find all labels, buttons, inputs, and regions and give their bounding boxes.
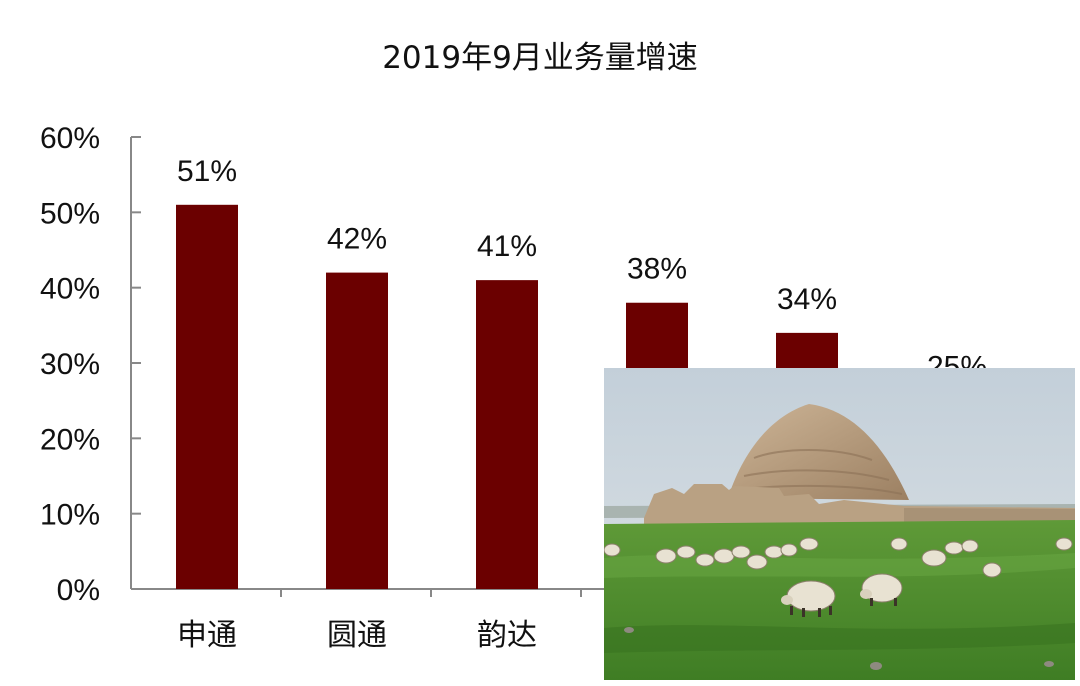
bar — [326, 272, 388, 589]
landscape-photo — [604, 368, 1075, 680]
data-label: 38% — [627, 253, 687, 286]
y-tick-label: 60% — [40, 122, 100, 155]
data-label: 51% — [177, 155, 237, 188]
bar — [476, 280, 538, 589]
grassland — [604, 520, 1075, 680]
rocks — [624, 627, 1054, 670]
y-tick-label: 40% — [40, 273, 100, 306]
sheep-flock — [604, 537, 1073, 612]
data-label: 34% — [777, 283, 837, 316]
data-label: 41% — [477, 230, 537, 263]
sheep-grazing-near-mound-photo — [604, 368, 1075, 680]
y-tick-label: 0% — [57, 574, 100, 607]
y-tick-label: 20% — [40, 423, 100, 456]
data-label: 42% — [327, 223, 387, 256]
axes: 0% 10% 20% 30% 40% 50% 60% — [40, 122, 1070, 607]
tomb-mound — [728, 404, 909, 500]
y-tick-label: 50% — [40, 197, 100, 230]
y-tick-label: 30% — [40, 348, 100, 381]
category-label: 申通 — [177, 618, 237, 653]
y-tick-label: 10% — [40, 499, 100, 532]
category-label: 韵达 — [477, 618, 537, 653]
category-label: 圆通 — [327, 618, 387, 653]
bar — [176, 204, 238, 590]
chart-title: 2019年9月业务量增速 — [382, 40, 698, 76]
